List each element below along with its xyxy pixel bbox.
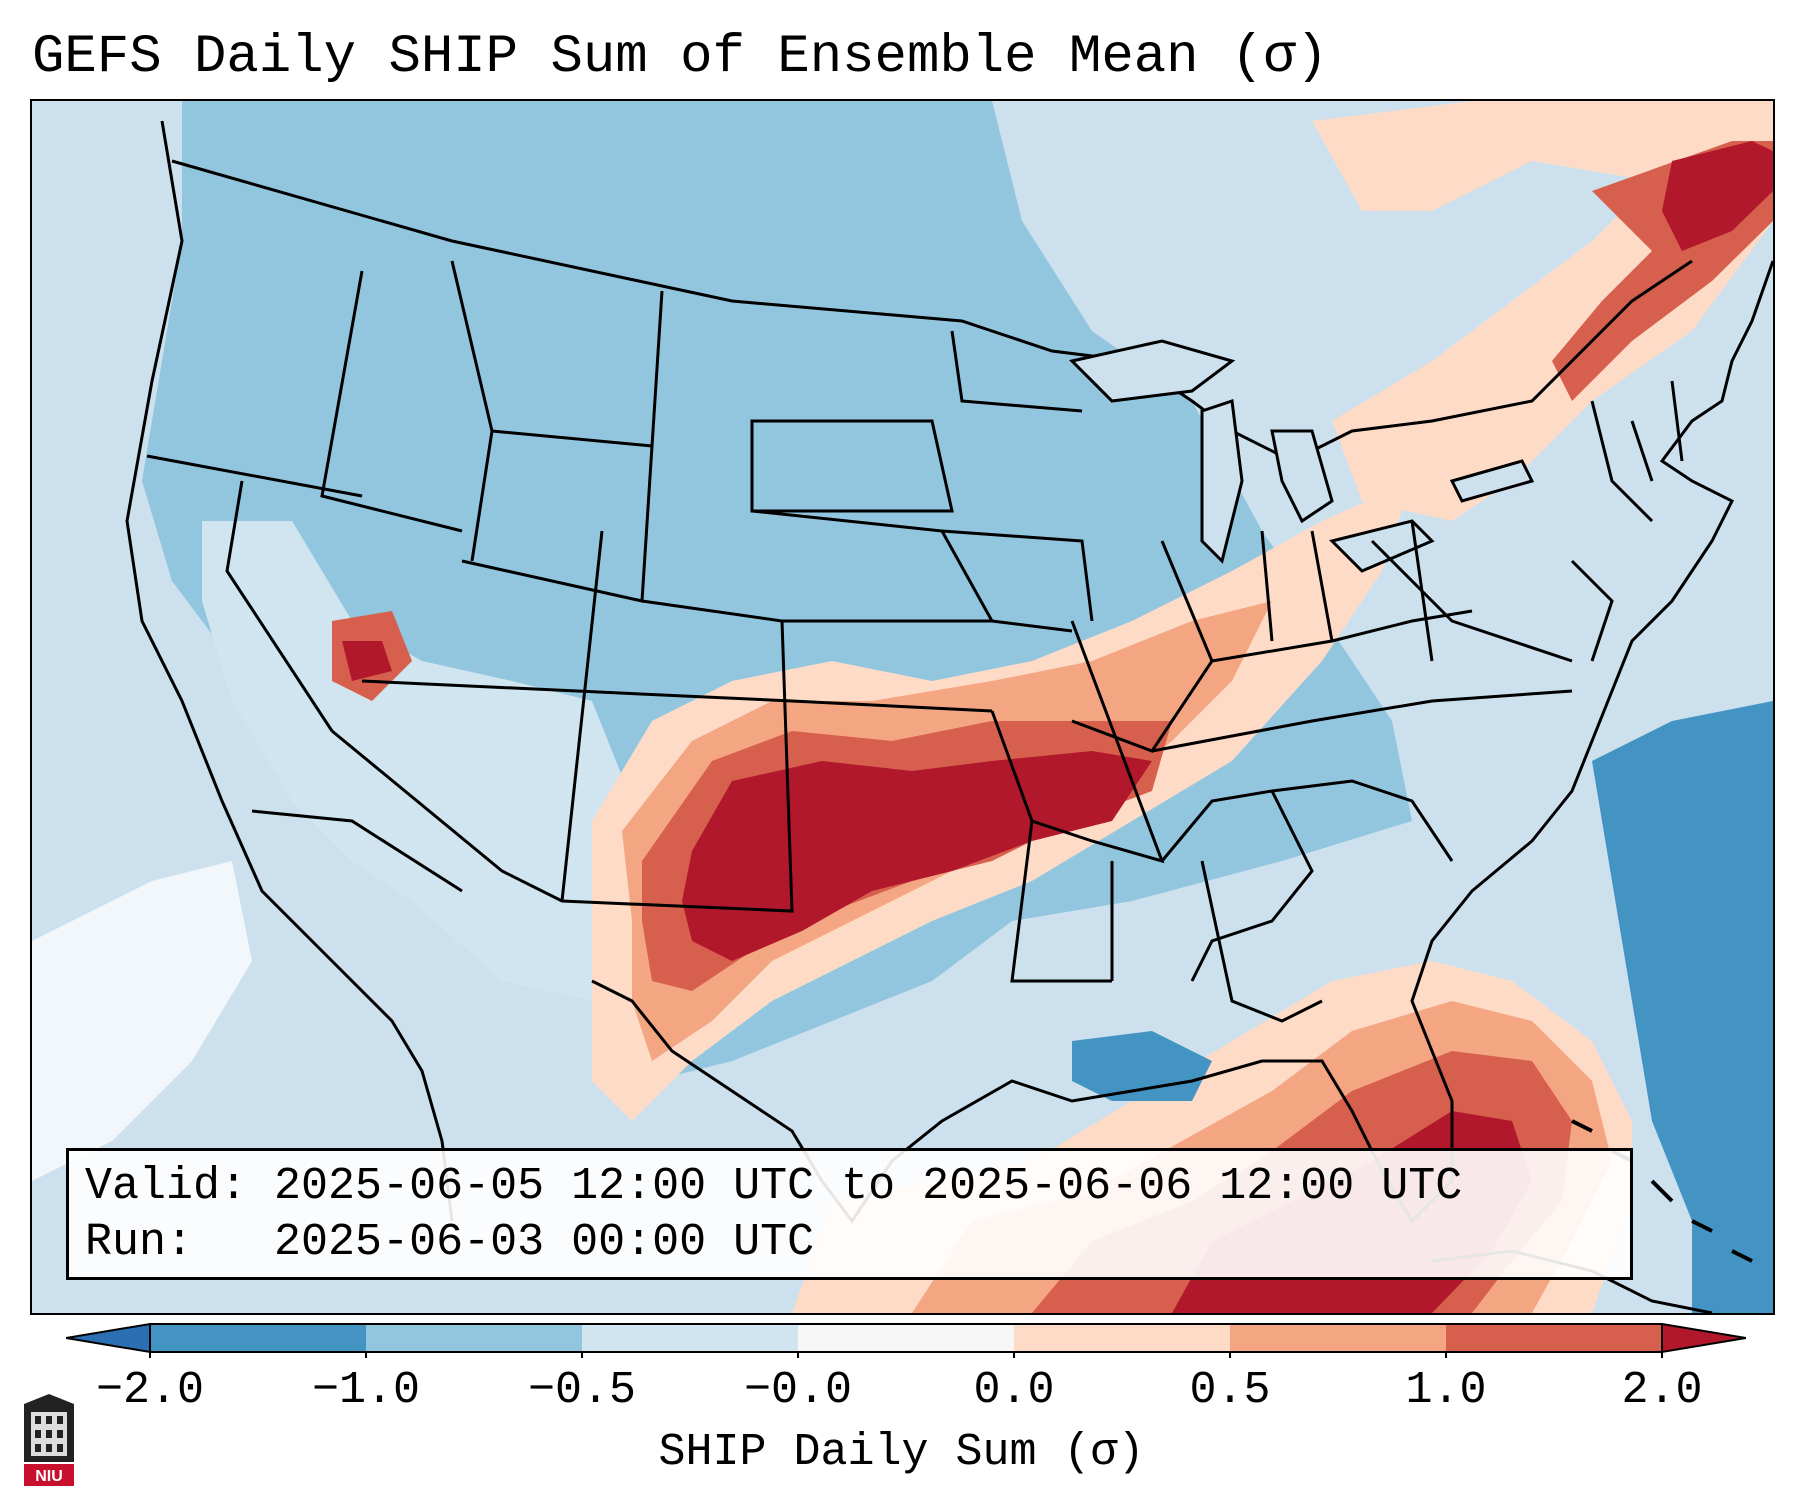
- tick-label-4: −0.0: [743, 1365, 853, 1416]
- field-neutral-pacific: [32, 861, 252, 1181]
- map-panel: [30, 99, 1775, 1315]
- run-label: Run:: [85, 1217, 194, 1268]
- field-neg-atlantic: [1592, 701, 1773, 1313]
- field-neg-light-basin: [202, 521, 652, 1001]
- validity-info-box: Valid: 2025-06-05 12:00 UTC to 2025-06-0…: [66, 1148, 1633, 1280]
- tick-label-6: 0.5: [1189, 1365, 1271, 1416]
- tick-label-3: −0.5: [527, 1365, 637, 1416]
- tick-label-8: 2.0: [1621, 1365, 1703, 1416]
- run-value: 2025-06-03 00:00 UTC: [274, 1217, 815, 1268]
- colorbar-label: SHIP Daily Sum (σ): [658, 1427, 1145, 1478]
- tick-label-2: −1.0: [311, 1365, 421, 1416]
- field-pos-northeast-max: [1662, 141, 1773, 251]
- valid-label: Valid:: [85, 1161, 248, 1212]
- colorbar: [66, 1322, 1746, 1358]
- ship-anomaly-map: [32, 101, 1773, 1313]
- chart-title: GEFS Daily SHIP Sum of Ensemble Mean (σ): [32, 27, 1329, 88]
- colorbar-ticks: [149, 1352, 1663, 1358]
- great-lakes: [1069, 339, 1535, 573]
- state-borders: [146, 260, 1684, 1023]
- colorbar-extend-low: [66, 1322, 151, 1354]
- colorbar-band-5: [1014, 1324, 1230, 1352]
- niu-logo: NIU: [24, 1394, 74, 1486]
- colorbar-band-3: [582, 1324, 798, 1352]
- colorbar-outline: [149, 1323, 1663, 1353]
- tick-label-7: 1.0: [1405, 1365, 1487, 1416]
- colorbar-band-6: [1230, 1324, 1446, 1352]
- valid-value: 2025-06-05 12:00 UTC to 2025-06-06 12:00…: [274, 1161, 1463, 1212]
- colorbar-band-4: [798, 1324, 1014, 1352]
- colorbar-band-1: [150, 1324, 366, 1352]
- svg-text:NIU: NIU: [35, 1468, 63, 1485]
- valid-line: Valid: 2025-06-05 12:00 UTC to 2025-06-0…: [85, 1159, 1614, 1215]
- colorbar-extend-high: [1661, 1322, 1746, 1354]
- tick-label-1: −2.0: [95, 1365, 205, 1416]
- colorbar-band-2: [366, 1324, 582, 1352]
- field-pos-central-max: [682, 751, 1152, 961]
- run-line: Run: 2025-06-03 00:00 UTC: [85, 1215, 1614, 1271]
- colorbar-band-7: [1446, 1324, 1662, 1352]
- field-pos-nevada-max: [342, 641, 392, 681]
- tick-label-5: 0.0: [973, 1365, 1055, 1416]
